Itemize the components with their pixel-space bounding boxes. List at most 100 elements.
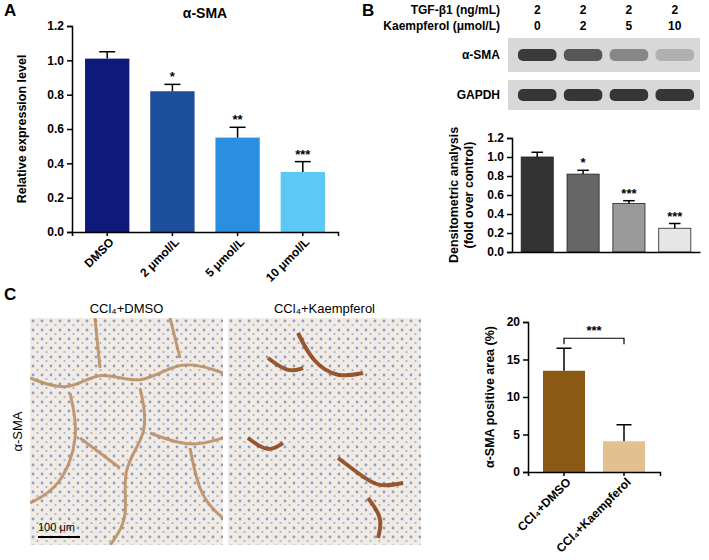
error-cap — [556, 348, 571, 350]
error-cap — [531, 152, 543, 154]
western-blot: TGF-β1 (ng/mL)2222Kaempferol (μmol/L)025… — [383, 3, 700, 110]
panel-label: C — [4, 285, 16, 304]
plot-marks — [85, 52, 325, 232]
axis-line — [507, 139, 513, 253]
x-tick-label: CCl₄+DMSO — [515, 475, 574, 534]
x-axis — [513, 252, 701, 253]
plot-marks — [543, 348, 645, 472]
y-tick: 0 — [513, 465, 528, 479]
error-bar — [237, 127, 239, 137]
y-axis-title: α-SMA positive area (%) — [483, 326, 497, 468]
bar — [521, 157, 553, 252]
y-tick: 0.2 — [487, 226, 512, 240]
y-axis-title: Relative expression level — [15, 55, 29, 204]
y-tick-label: 0.6 — [487, 188, 504, 202]
blot-row-label: Kaempferol (μmol/L) — [383, 19, 500, 33]
blot-band-label: α-SMA — [462, 48, 500, 62]
y-tick-label: 1.2 — [47, 19, 64, 33]
significance: * — [581, 155, 587, 170]
blot-row-value: 10 — [668, 19, 682, 33]
blot-band-label: GAPDH — [457, 88, 500, 102]
blot-band — [518, 49, 557, 61]
blot-row-value: 5 — [626, 19, 633, 33]
histology-image — [228, 318, 421, 545]
significance: *** — [586, 323, 602, 338]
y-tick: 20 — [507, 315, 528, 329]
y-tick-label: 0.2 — [47, 191, 64, 205]
x-axis: DMSO2 μmol/L5 μmol/L10 μmol/L — [73, 232, 339, 285]
y-tick-mark — [523, 359, 528, 361]
y-tick-label: 0.8 — [47, 88, 64, 102]
y-tick-label: 5 — [513, 428, 520, 442]
figure: ABC0.00.20.40.60.81.01.2DMSO2 μmol/L5 μm… — [0, 0, 709, 560]
stain-strand — [248, 438, 283, 449]
stain-strand — [110, 388, 145, 545]
y-tick-label: 10 — [507, 390, 521, 404]
significance-bracket — [564, 338, 624, 344]
y-tick: 1.2 — [487, 131, 512, 145]
y-tick-mark — [507, 252, 512, 254]
y-tick-mark — [507, 157, 512, 159]
image-label: CCl₄+DMSO — [90, 301, 164, 316]
y-tick-label: 0.0 — [487, 245, 504, 259]
y-tick: 15 — [507, 353, 528, 367]
axis-line — [67, 27, 73, 233]
y-tick: 10 — [507, 390, 528, 404]
y-tick: 0.4 — [487, 207, 512, 221]
y-tick-label: 0 — [513, 465, 520, 479]
x-tick-label: 5 μmol/L — [202, 235, 247, 280]
x-tick: CCl₄+DMSO — [515, 472, 574, 534]
y-tick-label: 0.4 — [487, 207, 504, 221]
error-cap — [99, 51, 115, 53]
y-tick-mark — [507, 233, 512, 235]
blot-band — [656, 89, 695, 101]
blot-band — [518, 89, 557, 101]
y-tick-label: 0.0 — [47, 225, 64, 239]
bar — [659, 228, 691, 252]
blot-band — [656, 49, 695, 61]
plot-marks — [521, 152, 691, 252]
stain-strand — [30, 365, 223, 387]
y-tick: 1.0 — [47, 54, 72, 68]
blot-row-value: 2 — [534, 3, 541, 17]
bar — [613, 204, 645, 252]
bar — [281, 172, 325, 232]
axis-line — [73, 233, 339, 237]
image-label: CCl₄+Kaempferol — [274, 301, 375, 316]
significance: * — [170, 69, 176, 84]
y-axis: 0.00.20.40.60.81.01.2 — [47, 19, 72, 239]
stain-strand — [170, 318, 180, 358]
blot-row-label: TGF-β1 (ng/mL) — [411, 3, 500, 17]
y-tick-mark — [67, 129, 72, 131]
x-tick-label: 10 μmol/L — [263, 235, 313, 285]
error-bar — [623, 425, 625, 442]
y-axis-title: (fold over control) — [462, 142, 476, 249]
bar — [85, 59, 129, 232]
bar — [543, 371, 585, 472]
y-tick-label: 15 — [507, 353, 521, 367]
stain-strand — [268, 358, 303, 370]
axis-line — [523, 323, 529, 473]
blot-background — [508, 38, 700, 72]
scale-bar-label: 100 μm — [38, 521, 75, 533]
y-tick: 0.2 — [47, 191, 72, 205]
error-cap — [616, 424, 631, 426]
significance: ** — [233, 112, 244, 127]
blot-row-value: 2 — [626, 3, 633, 17]
histology-image — [30, 318, 223, 545]
blot-row-value: 2 — [580, 19, 587, 33]
stain-strand — [150, 433, 223, 444]
y-tick-mark — [507, 138, 512, 140]
x-tick: 5 μmol/L — [202, 232, 247, 280]
chart-0: 0.00.20.40.60.81.01.2DMSO2 μmol/L5 μmol/… — [15, 5, 339, 285]
y-tick-mark — [523, 322, 528, 324]
y-tick-mark — [67, 94, 72, 96]
bar — [567, 174, 599, 252]
y-tick: 5 — [513, 428, 528, 442]
axis-line — [513, 252, 701, 254]
y-tick-label: 0.2 — [487, 226, 504, 240]
axis-line — [529, 473, 661, 477]
y-tick-mark — [67, 60, 72, 62]
y-tick-label: 0.8 — [487, 169, 504, 183]
y-tick-mark — [523, 472, 528, 474]
